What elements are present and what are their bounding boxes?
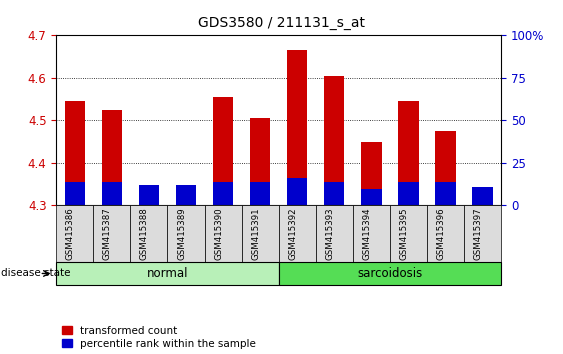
- Text: GSM415396: GSM415396: [436, 207, 445, 259]
- Bar: [138, 185, 159, 205]
- Text: GSM415394: GSM415394: [363, 207, 372, 259]
- Bar: [250, 118, 270, 205]
- Bar: [65, 182, 85, 205]
- Bar: [213, 182, 233, 205]
- Bar: [102, 110, 122, 205]
- Text: GSM415395: GSM415395: [399, 207, 408, 259]
- Bar: [168, 205, 204, 262]
- Bar: [398, 101, 419, 205]
- Text: GDS3580 / 211131_s_at: GDS3580 / 211131_s_at: [198, 16, 365, 30]
- Bar: [102, 182, 122, 205]
- Bar: [93, 205, 131, 262]
- Text: GSM415393: GSM415393: [325, 207, 334, 259]
- Bar: [353, 205, 390, 262]
- Bar: [56, 205, 93, 262]
- Bar: [361, 142, 382, 205]
- Text: GSM415397: GSM415397: [473, 207, 482, 259]
- Bar: [56, 262, 279, 285]
- Text: GSM415389: GSM415389: [177, 207, 186, 259]
- Bar: [176, 186, 196, 205]
- Bar: [390, 205, 427, 262]
- Text: disease state: disease state: [1, 268, 70, 279]
- Bar: [250, 182, 270, 205]
- Bar: [138, 186, 159, 205]
- Text: GSM415390: GSM415390: [214, 207, 223, 259]
- Bar: [427, 205, 464, 262]
- Bar: [279, 262, 501, 285]
- Text: normal: normal: [147, 267, 188, 280]
- Bar: [316, 205, 353, 262]
- Bar: [65, 101, 85, 205]
- Bar: [472, 188, 493, 205]
- Bar: [279, 205, 316, 262]
- Text: GSM415386: GSM415386: [66, 207, 75, 260]
- Bar: [361, 189, 382, 205]
- Bar: [204, 205, 242, 262]
- Text: GSM415391: GSM415391: [251, 207, 260, 259]
- Text: GSM415388: GSM415388: [140, 207, 149, 260]
- Bar: [398, 182, 419, 205]
- Bar: [324, 76, 345, 205]
- Text: sarcoidosis: sarcoidosis: [358, 267, 422, 280]
- Bar: [176, 185, 196, 205]
- Bar: [131, 205, 168, 262]
- Bar: [287, 178, 307, 205]
- Bar: [213, 97, 233, 205]
- Text: GSM415392: GSM415392: [288, 207, 297, 259]
- Legend: transformed count, percentile rank within the sample: transformed count, percentile rank withi…: [61, 326, 256, 349]
- Bar: [242, 205, 279, 262]
- Bar: [435, 182, 455, 205]
- Bar: [435, 131, 455, 205]
- Bar: [472, 188, 493, 205]
- Text: GSM415387: GSM415387: [103, 207, 112, 260]
- Bar: [464, 205, 501, 262]
- Bar: [287, 50, 307, 205]
- Bar: [324, 182, 345, 205]
